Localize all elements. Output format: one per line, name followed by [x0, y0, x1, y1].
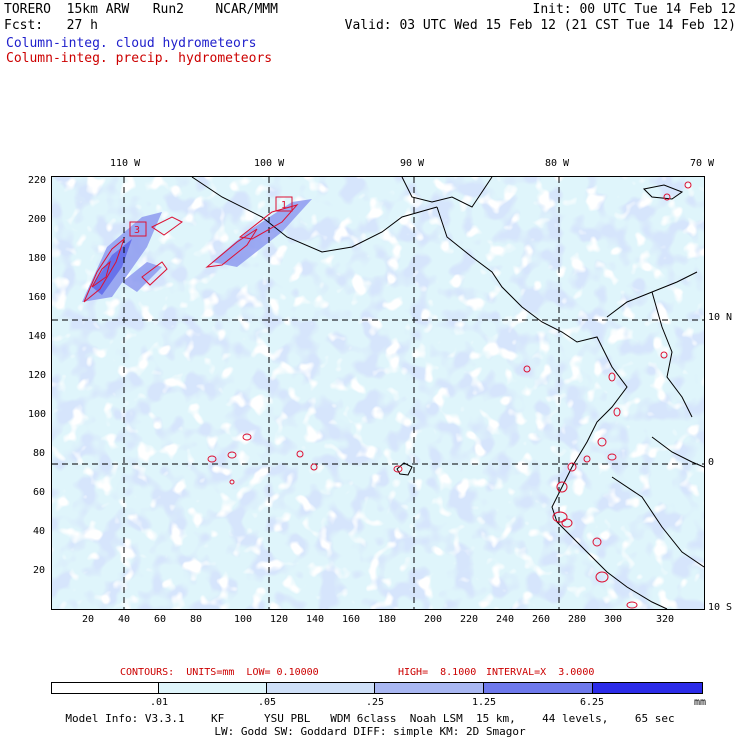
contour-high: HIGH= 8.1000	[398, 667, 477, 678]
graticule	[52, 177, 704, 609]
colorbar-tick: 1.25	[472, 697, 497, 708]
contour-units: CONTOURS: UNITS=mm LOW= 0.10000	[120, 667, 319, 678]
region-box-3	[129, 221, 147, 237]
init-time: Init: 00 UTC Tue 14 Feb 12	[532, 2, 737, 17]
x-tick-label: 180	[378, 614, 397, 625]
region-box-label-1: 1	[281, 200, 287, 211]
lat-label-0: 0	[708, 457, 715, 468]
y-tick-label: 40	[33, 526, 46, 537]
region-box-1	[275, 196, 293, 212]
x-tick-label: 300	[604, 614, 623, 625]
x-tick-label: 40	[118, 614, 131, 625]
x-tick-label: 280	[568, 614, 587, 625]
region-box-label-3: 3	[134, 225, 140, 236]
x-tick-label: 140	[306, 614, 325, 625]
precip-contours	[83, 181, 692, 609]
legend-precip: Column-integ. precip. hydrometeors	[6, 51, 273, 66]
colorbar-tick: .25	[366, 697, 385, 708]
lon-label-100w: 100 W	[254, 158, 285, 169]
x-tick-label: 100	[234, 614, 253, 625]
colorbar-tick: 6.25	[580, 697, 605, 708]
x-tick-label: 240	[496, 614, 515, 625]
x-tick-label: 80	[190, 614, 203, 625]
y-tick-label: 200	[28, 214, 47, 225]
forecast-hour: Fcst: 27 h	[4, 18, 98, 33]
physics-info: LW: Godd SW: Goddard DIFF: simple KM: 2D…	[214, 725, 526, 738]
lon-label-90w: 90 W	[400, 158, 425, 169]
colorbar-tick: .05	[258, 697, 277, 708]
x-tick-label: 320	[656, 614, 675, 625]
clear-patches	[52, 177, 704, 609]
y-tick-label: 160	[28, 292, 47, 303]
region-boxes: 3 1	[129, 196, 293, 237]
x-tick-label: 220	[460, 614, 479, 625]
x-tick-label: 260	[532, 614, 551, 625]
colorbar-segment	[266, 682, 375, 694]
y-tick-label: 220	[28, 175, 47, 186]
x-tick-label: 160	[342, 614, 361, 625]
colorbar-tick: .01	[150, 697, 169, 708]
valid-time: Valid: 03 UTC Wed 15 Feb 12 (21 CST Tue …	[344, 18, 736, 33]
x-tick-label: 200	[424, 614, 443, 625]
cloud-band-core	[92, 239, 132, 295]
x-tick-label: 20	[82, 614, 95, 625]
x-tick-label: 60	[154, 614, 167, 625]
model-title: TORERO 15km ARW Run2 NCAR/MMM	[4, 2, 278, 17]
y-tick-label: 80	[33, 448, 46, 459]
legend-cloud: Column-integ. cloud hydrometeors	[6, 36, 257, 51]
y-tick-label: 180	[28, 253, 47, 264]
coastlines	[191, 177, 704, 609]
map-panel: 3 1	[51, 176, 705, 610]
y-tick-label: 20	[33, 565, 46, 576]
contour-interval: INTERVAL=X 3.0000	[486, 667, 595, 678]
x-tick-label: 120	[270, 614, 289, 625]
y-tick-label: 100	[28, 409, 47, 420]
y-tick-label: 120	[28, 370, 47, 381]
y-tick-label: 140	[28, 331, 47, 342]
colorbar-segment	[374, 682, 484, 694]
colorbar-segment	[158, 682, 267, 694]
colorbar-segment	[592, 682, 703, 694]
map-svg: 3 1	[52, 177, 704, 609]
colorbar-segment	[51, 682, 159, 694]
y-tick-label: 60	[33, 487, 46, 498]
lat-label-10s: 10 S	[708, 602, 733, 613]
lon-label-80w: 80 W	[545, 158, 570, 169]
lon-label-70w: 70 W	[690, 158, 715, 169]
colorbar-segment	[483, 682, 593, 694]
colorbar-unit: mm	[694, 697, 707, 708]
lon-label-110w: 110 W	[110, 158, 141, 169]
model-info: Model Info: V3.3.1 KF YSU PBL WDM 6class…	[65, 712, 675, 725]
lat-label-10n: 10 N	[708, 312, 733, 323]
